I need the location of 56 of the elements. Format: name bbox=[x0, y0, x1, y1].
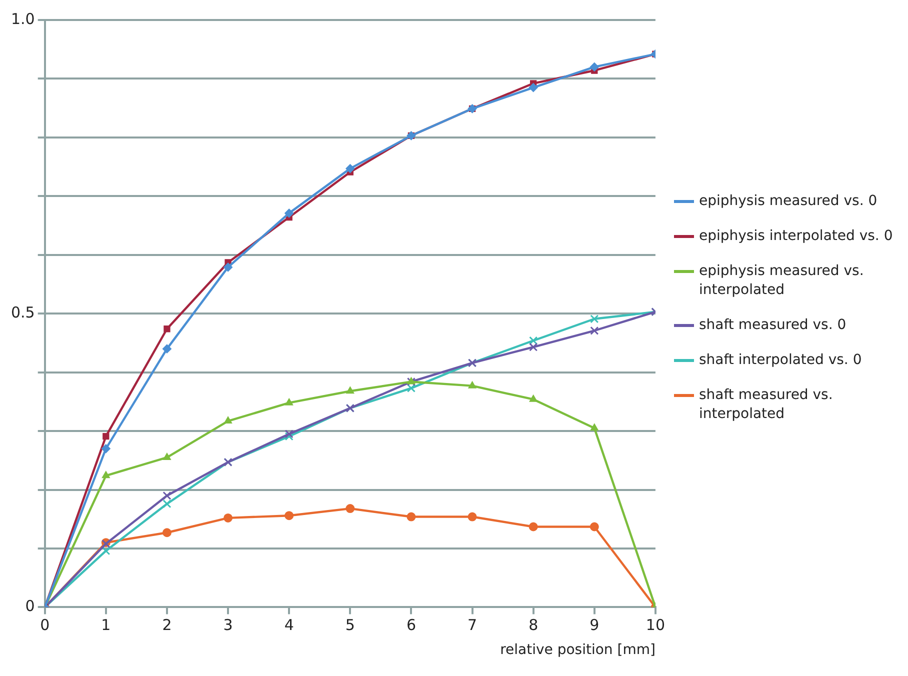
legend-label: shaft measured vs. 0 bbox=[699, 316, 846, 334]
point bbox=[406, 512, 416, 522]
point bbox=[284, 208, 294, 218]
point bbox=[529, 394, 538, 402]
point bbox=[224, 416, 232, 424]
x-tick-label: 2 bbox=[162, 616, 172, 634]
x-tick-label: 10 bbox=[646, 616, 666, 634]
y-tick-label: 0 bbox=[25, 597, 35, 616]
y-tick-label: 0.5 bbox=[10, 303, 35, 322]
point bbox=[529, 336, 538, 345]
point bbox=[590, 424, 598, 431]
point bbox=[468, 512, 477, 522]
point bbox=[162, 500, 172, 508]
point bbox=[224, 262, 233, 272]
point bbox=[590, 62, 599, 72]
point bbox=[285, 398, 294, 406]
point bbox=[590, 522, 599, 532]
x-tick-label: 3 bbox=[223, 616, 233, 634]
point bbox=[284, 430, 294, 438]
legend-label: epiphysis measured vs. 0 bbox=[699, 192, 878, 210]
x-tick-label: 8 bbox=[528, 616, 538, 634]
point bbox=[346, 504, 355, 514]
point bbox=[162, 344, 172, 354]
point bbox=[163, 452, 171, 460]
x-tick-label: 4 bbox=[284, 616, 294, 634]
point bbox=[346, 386, 354, 394]
point bbox=[162, 491, 172, 500]
x-tick-label: 1 bbox=[101, 616, 111, 634]
x-tick-label: 0 bbox=[40, 616, 50, 634]
point bbox=[529, 342, 538, 352]
x-tick-label: 6 bbox=[406, 616, 416, 634]
point bbox=[102, 432, 110, 440]
point bbox=[101, 444, 110, 454]
point bbox=[528, 83, 538, 92]
point bbox=[528, 522, 538, 532]
point bbox=[102, 546, 110, 556]
point bbox=[590, 314, 599, 324]
x-tick-label: 7 bbox=[468, 616, 478, 634]
point bbox=[406, 384, 416, 392]
point bbox=[164, 326, 170, 332]
point bbox=[102, 471, 110, 478]
x-tick-label: 9 bbox=[590, 616, 600, 634]
point bbox=[590, 326, 599, 335]
point bbox=[224, 513, 233, 522]
point bbox=[284, 511, 294, 520]
legend-label: shaft measured vs. interpolated bbox=[699, 386, 834, 424]
point bbox=[284, 432, 294, 441]
point bbox=[468, 381, 476, 388]
point bbox=[162, 528, 172, 538]
legend-label: epiphysis measured vs. interpolated bbox=[699, 262, 865, 300]
point bbox=[346, 164, 355, 174]
x-axis-title: relative position [mm] bbox=[500, 642, 656, 658]
y-tick-label: 1.0 bbox=[10, 10, 35, 28]
x-tick-label: 5 bbox=[345, 616, 355, 634]
legend-label: epiphysis interpolated vs. 0 bbox=[699, 226, 893, 246]
legend-label: shaft interpolated vs. 0 bbox=[699, 350, 862, 370]
